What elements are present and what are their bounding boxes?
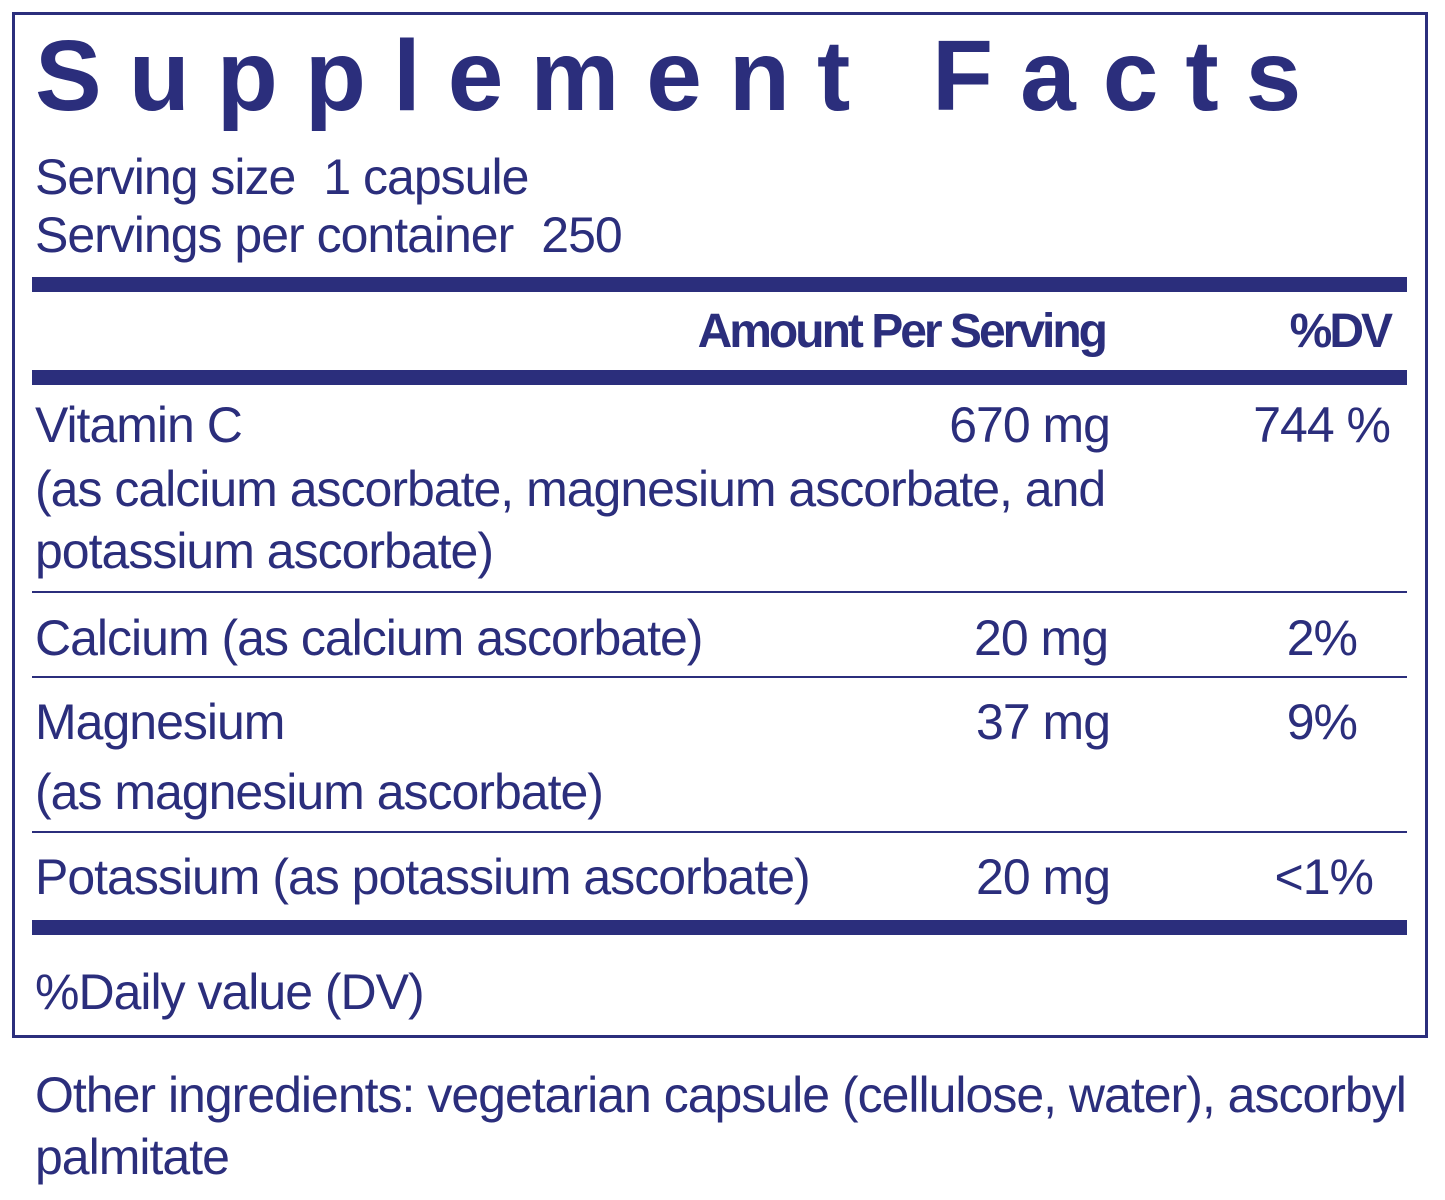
rule [32,920,1407,935]
column-header: %DV [1289,305,1393,358]
column-header: Amount Per Serving [697,305,1108,358]
nutrient-note: (as calcium ascorbate, magnesium ascorba… [35,461,1106,579]
dv: 9% [1286,694,1358,750]
value: 250 [541,207,622,263]
nutrient-note: (as magnesium ascorbate) [35,764,604,820]
divider [32,591,1407,593]
amount: 20 mg [974,610,1109,666]
rule [32,277,1407,292]
label: Serving size [35,149,296,205]
dv: 744 % [1253,397,1391,453]
nutrient-name: Calcium (as calcium ascorbate) [35,610,703,666]
dv: 2% [1286,610,1358,666]
label: Servings per container [35,207,514,263]
rule [32,370,1407,385]
title: Supplement Facts [35,20,1329,132]
amount: 20 mg [976,849,1111,905]
divider [32,831,1407,833]
footnote: %Daily value (DV) [35,964,425,1020]
dv: <1% [1274,849,1374,905]
divider [32,676,1407,678]
nutrient-name: Magnesium [35,694,285,750]
amount: 670 mg [949,397,1111,453]
servings-per-container: Servings per container 250 [35,207,623,263]
amount: 37 mg [976,694,1111,750]
nutrient-name: Vitamin C [35,397,243,453]
serving-size: Serving size 1 capsule [35,149,529,205]
facts-box [12,12,1428,1038]
nutrient-name: Potassium (as potassium ascorbate) [35,849,811,905]
value: 1 capsule [323,149,529,205]
other-ingredients: Other ingredients: vegetarian capsule (c… [35,1067,1407,1185]
